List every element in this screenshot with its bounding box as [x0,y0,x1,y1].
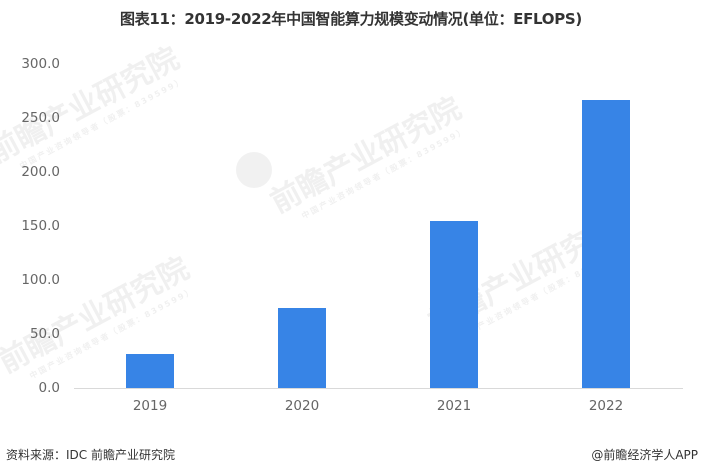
bar-2019 [126,354,174,388]
watermark: 前瞻产业研究院 中国产业咨询领导者（股票：839599） [265,90,469,221]
source-note: 资料来源：IDC 前瞻产业研究院 [6,448,175,462]
bar-2020 [278,308,326,388]
x-tick-label: 2020 [284,398,320,414]
watermark-logo-icon [236,152,272,188]
y-tick-label: 150.0 [21,218,60,234]
x-tick-label: 2019 [132,398,168,414]
y-tick-label: 100.0 [21,272,60,288]
y-tick-label: 0.0 [38,380,60,396]
chart-title: 图表11：2019-2022年中国智能算力规模变动情况(单位：EFLOPS) [120,10,582,28]
bar-2022 [582,100,630,388]
x-tick-label: 2021 [436,398,472,414]
y-tick-label: 50.0 [29,326,60,342]
y-tick-label: 250.0 [21,110,60,126]
credit-note: @前瞻经济学人APP [591,448,698,462]
y-tick-label: 200.0 [21,164,60,180]
bar-2021 [430,221,478,388]
y-tick-label: 300.0 [21,56,60,72]
x-tick-label: 2022 [588,398,624,414]
x-axis-line [74,388,683,389]
bar-chart: 前瞻产业研究院 中国产业咨询领导者（股票：839599） 前瞻产业研究院 中国产… [0,41,683,414]
